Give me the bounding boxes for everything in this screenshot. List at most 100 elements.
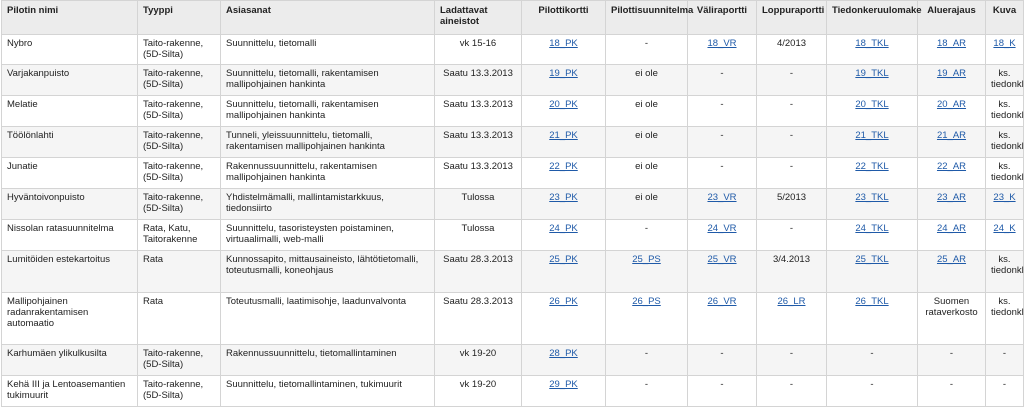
link-image[interactable]: 18_K xyxy=(993,38,1016,49)
cell-plan: - xyxy=(605,219,688,251)
cell-plan: ei ole xyxy=(605,157,688,189)
link-pilot-card[interactable]: 20_PK xyxy=(549,99,578,110)
link-form[interactable]: 18_TKL xyxy=(855,38,889,49)
link-area[interactable]: 21_AR xyxy=(936,130,967,141)
col-header-image: Kuva xyxy=(985,0,1024,35)
link-area[interactable]: 18_AR xyxy=(936,38,967,49)
link-pilot-card[interactable]: 26_PK xyxy=(549,296,578,307)
cell-image: ks. tiedonkl. xyxy=(985,126,1024,158)
table-row: Töölönlahti Taito-rakenne, (5D-Silta) Tu… xyxy=(1,126,1024,158)
cell-name: Töölönlahti xyxy=(1,126,138,158)
table-row: Nissolan ratasuunnitelma Rata, Katu, Tai… xyxy=(1,219,1024,251)
cell-type: Taito-rakenne, (5D-Silta) xyxy=(137,375,221,407)
cell-plan: - xyxy=(605,34,688,65)
table-row: Nybro Taito-rakenne, (5D-Silta) Suunnitt… xyxy=(1,34,1024,65)
link-pilot-card[interactable]: 18_PK xyxy=(549,38,578,49)
link-area[interactable]: 24_AR xyxy=(936,223,967,234)
table-row: Junatie Taito-rakenne, (5D-Silta) Rakenn… xyxy=(1,157,1024,189)
link-pilot-card[interactable]: 24_PK xyxy=(549,223,578,234)
col-header-card: Pilottikortti xyxy=(521,0,606,35)
link-final-report[interactable]: 26_LR xyxy=(777,296,806,307)
link-area[interactable]: 20_AR xyxy=(936,99,967,110)
cell-image: - xyxy=(985,375,1024,407)
link-image[interactable]: 23_K xyxy=(993,192,1016,203)
cell-image: ks. tiedonkl. xyxy=(985,157,1024,189)
cell-type: Taito-rakenne, (5D-Silta) xyxy=(137,126,221,158)
cell-interim: - xyxy=(687,64,757,96)
cell-keywords: Rakennussuunnittelu, tietomallintaminen xyxy=(220,344,435,376)
cell-data: Saatu 13.3.2013 xyxy=(434,126,522,158)
cell-keywords: Toteutusmalli, laatimisohje, laadunvalvo… xyxy=(220,292,435,345)
cell-data: Saatu 13.3.2013 xyxy=(434,95,522,127)
cell-name: Nissolan ratasuunnitelma xyxy=(1,219,138,251)
cell-plan: ei ole xyxy=(605,64,688,96)
link-form[interactable]: 23_TKL xyxy=(855,192,889,203)
link-pilot-card[interactable]: 25_PK xyxy=(549,254,578,265)
cell-interim: - xyxy=(687,344,757,376)
cell-name: Kehä III ja Lentoasemantien tukimuurit xyxy=(1,375,138,407)
cell-data: vk 19-20 xyxy=(434,375,522,407)
col-header-type: Tyyppi xyxy=(137,0,221,35)
table-row: Lumitöiden estekartoitus Rata Kunnossapi… xyxy=(1,250,1024,293)
cell-type: Taito-rakenne, (5D-Silta) xyxy=(137,95,221,127)
cell-plan: ei ole xyxy=(605,188,688,220)
table-row: Kehä III ja Lentoasemantien tukimuurit T… xyxy=(1,375,1024,407)
link-area[interactable]: 23_AR xyxy=(936,192,967,203)
link-form[interactable]: 24_TKL xyxy=(855,223,889,234)
cell-type: Taito-rakenne, (5D-Silta) xyxy=(137,188,221,220)
link-pilot-plan[interactable]: 26_PS xyxy=(632,296,661,307)
cell-interim: - xyxy=(687,157,757,189)
cell-final: - xyxy=(756,64,827,96)
cell-keywords: Yhdistelmämalli, mallintamistarkkuus, ti… xyxy=(220,188,435,220)
cell-image: - xyxy=(985,344,1024,376)
link-pilot-card[interactable]: 29_PK xyxy=(549,379,578,390)
link-interim-report[interactable]: 26_VR xyxy=(707,296,737,307)
link-form[interactable]: 25_TKL xyxy=(855,254,889,265)
link-pilot-card[interactable]: 28_PK xyxy=(549,348,578,359)
link-form[interactable]: 20_TKL xyxy=(855,99,889,110)
table-row: Melatie Taito-rakenne, (5D-Silta) Suunni… xyxy=(1,95,1024,127)
link-interim-report[interactable]: 23_VR xyxy=(707,192,737,203)
cell-form: - xyxy=(826,344,918,376)
cell-type: Taito-rakenne, (5D-Silta) xyxy=(137,34,221,65)
col-header-keywords: Asiasanat xyxy=(220,0,435,35)
cell-final: 3/4.2013 xyxy=(756,250,827,293)
link-image[interactable]: 24_K xyxy=(993,223,1016,234)
cell-final: 5/2013 xyxy=(756,188,827,220)
cell-name: Melatie xyxy=(1,95,138,127)
col-header-plan: Pilottisuunnitelma xyxy=(605,0,693,35)
link-form[interactable]: 19_TKL xyxy=(855,68,889,79)
link-pilot-plan[interactable]: 25_PS xyxy=(632,254,661,265)
cell-type: Taito-rakenne, (5D-Silta) xyxy=(137,64,221,96)
link-pilot-card[interactable]: 21_PK xyxy=(549,130,578,141)
cell-name: Karhumäen ylikulkusilta xyxy=(1,344,138,376)
cell-name: Lumitöiden estekartoitus xyxy=(1,250,138,293)
cell-area: - xyxy=(917,375,986,407)
link-area[interactable]: 25_AR xyxy=(936,254,967,265)
link-area[interactable]: 22_AR xyxy=(936,161,967,172)
cell-final: - xyxy=(756,375,827,407)
cell-data: Saatu 28.3.2013 xyxy=(434,292,522,345)
link-interim-report[interactable]: 18_VR xyxy=(707,38,737,49)
cell-type: Taito-rakenne, (5D-Silta) xyxy=(137,344,221,376)
table-row: Hyväntoivonpuisto Taito-rakenne, (5D-Sil… xyxy=(1,188,1024,220)
cell-keywords: Suunnittelu, tietomalli, rakentamisen ma… xyxy=(220,64,435,96)
cell-keywords: Suunnittelu, tietomalli xyxy=(220,34,435,65)
cell-type: Taito-rakenne, (5D-Silta) xyxy=(137,157,221,189)
link-form[interactable]: 21_TKL xyxy=(855,130,889,141)
link-pilot-card[interactable]: 19_PK xyxy=(549,68,578,79)
table-row: Varjakanpuisto Taito-rakenne, (5D-Silta)… xyxy=(1,64,1024,96)
link-form[interactable]: 22_TKL xyxy=(855,161,889,172)
link-form[interactable]: 26_TKL xyxy=(855,296,889,307)
cell-data: Saatu 13.3.2013 xyxy=(434,64,522,96)
link-area[interactable]: 19_AR xyxy=(936,68,967,79)
link-pilot-card[interactable]: 23_PK xyxy=(549,192,578,203)
col-header-area: Aluerajaus xyxy=(917,0,986,35)
cell-type: Rata xyxy=(137,250,221,293)
cell-data: vk 19-20 xyxy=(434,344,522,376)
link-interim-report[interactable]: 25_VR xyxy=(707,254,737,265)
link-pilot-card[interactable]: 22_PK xyxy=(549,161,578,172)
link-interim-report[interactable]: 24_VR xyxy=(707,223,737,234)
table-row: Karhumäen ylikulkusilta Taito-rakenne, (… xyxy=(1,344,1024,376)
cell-final: - xyxy=(756,157,827,189)
